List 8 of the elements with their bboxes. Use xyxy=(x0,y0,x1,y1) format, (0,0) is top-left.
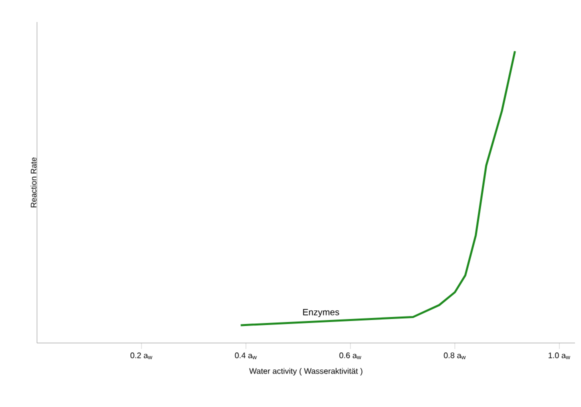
x-tick-label: 0.6 a$_{w}$ xyxy=(339,352,362,360)
x-tick-label: 0.4 a$_{w}$ xyxy=(234,352,257,360)
x-tick-label: 0.2 a$_{w}$ xyxy=(130,352,152,360)
x-axis-title: Water activity ( Wasseraktivität ) xyxy=(249,368,362,376)
x-tick-label: 0.8 a$_{w}$ xyxy=(444,352,466,360)
y-axis-title: Reaction Rate xyxy=(30,158,36,208)
x-tick-label: 1.0 a$_{w}$ xyxy=(548,352,570,360)
series-label: Enzymes xyxy=(303,309,340,318)
